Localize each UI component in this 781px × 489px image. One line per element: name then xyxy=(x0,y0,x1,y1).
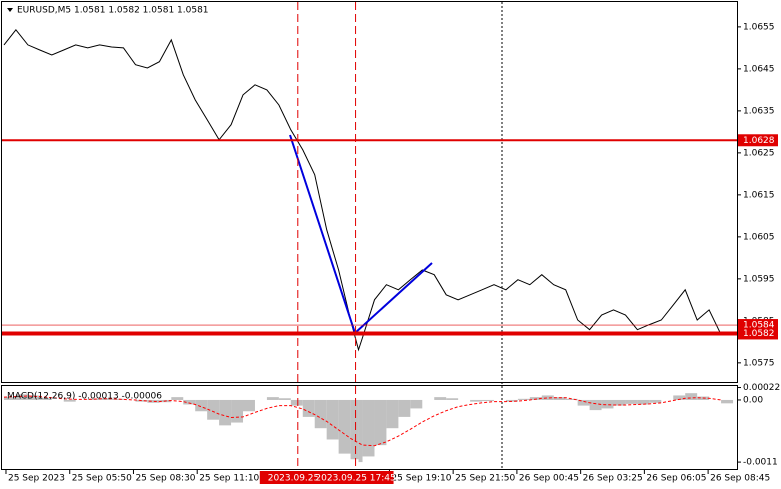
y-tick-label: -0.0011 xyxy=(743,458,778,468)
crosshair-label: 2023.09.25 17:45 xyxy=(315,474,395,484)
y-tick-label: 1.0615 xyxy=(743,190,775,200)
y-tick-label: 1.0635 xyxy=(743,106,775,116)
macd-bar xyxy=(350,399,359,460)
y-tick-label: 1.0575 xyxy=(743,358,775,368)
macd-title: MACD(12,26,9) -0.00013 -0.00006 xyxy=(7,392,162,402)
y-tick-label: 1.0595 xyxy=(743,274,775,284)
x-tick-label: 26 Sep 06:05 xyxy=(646,474,706,484)
macd-bar xyxy=(183,399,196,405)
main-panel xyxy=(1,1,738,383)
macd-bar xyxy=(446,398,459,400)
macd-bar xyxy=(601,399,614,409)
macd-bar xyxy=(278,398,291,400)
y-tick-label: 0.00 xyxy=(743,395,763,405)
x-tick-label: 25 Sep 05:50 xyxy=(72,474,132,484)
macd-bar xyxy=(505,399,518,402)
macd-bar xyxy=(625,399,638,404)
macd-bar xyxy=(358,399,363,463)
macd-bar xyxy=(231,399,244,423)
macd-bar xyxy=(673,395,686,400)
x-tick-label: 25 Sep 11:10 xyxy=(199,474,259,484)
x-tick-label: 26 Sep 00:45 xyxy=(519,474,579,484)
macd-bar xyxy=(326,399,339,440)
macd-bar xyxy=(195,399,208,412)
macd-bar xyxy=(266,397,279,400)
y-tick-label: 1.0655 xyxy=(743,22,775,32)
macd-bar xyxy=(649,399,662,403)
macd-bar xyxy=(374,399,387,446)
macd-bar xyxy=(482,399,494,402)
signal-line xyxy=(3,395,722,447)
plot xyxy=(3,28,734,463)
y-tick-label: 0.00022 xyxy=(743,383,780,393)
trend-line xyxy=(354,262,433,334)
macd-bar xyxy=(243,399,255,412)
macd-bar xyxy=(39,398,52,400)
macd-bar xyxy=(386,399,399,429)
macd-bar xyxy=(410,399,423,409)
macd-bar xyxy=(338,399,351,454)
macd-bar xyxy=(302,399,315,417)
macd-bar xyxy=(685,393,698,400)
y-tick-label: 1.0605 xyxy=(743,232,775,242)
level-label-box xyxy=(738,134,778,147)
crosshair-label: 2023.09.25 1 xyxy=(268,474,328,484)
crosshair-label-box xyxy=(317,471,394,484)
level-label-box xyxy=(738,327,778,340)
trend-line xyxy=(289,134,356,334)
macd-bar xyxy=(63,399,76,402)
price-line xyxy=(3,28,722,352)
macd-bar xyxy=(15,394,28,400)
macd-bar xyxy=(27,395,40,400)
macd-bar xyxy=(589,399,602,411)
macd-bar xyxy=(434,397,447,400)
macd-bar xyxy=(470,399,483,402)
macd-bar xyxy=(111,398,124,400)
level-label: 1.0628 xyxy=(743,136,775,146)
macd-bar xyxy=(517,398,530,400)
macd-bar xyxy=(721,399,734,404)
y-tick-label: 1.0625 xyxy=(743,148,775,158)
level-label: 1.0582 xyxy=(743,329,775,339)
y-tick-label: 1.0645 xyxy=(743,64,775,74)
macd-bar xyxy=(314,399,327,429)
level-label: 1.0584 xyxy=(743,321,775,331)
x-tick-label: 25 Sep 08:30 xyxy=(135,474,195,484)
macd-bar xyxy=(613,399,626,406)
macd-panel xyxy=(1,385,738,470)
macd-bar xyxy=(219,399,232,426)
macd-bar xyxy=(529,397,542,400)
macd-bar xyxy=(171,397,184,400)
macd-bar xyxy=(207,399,220,420)
macd-bar xyxy=(3,397,16,400)
menu-arrow[interactable] xyxy=(7,8,13,12)
x-tick-label: 25 Sep 19:10 xyxy=(391,474,451,484)
x-tick-label: 26 Sep 03:25 xyxy=(583,474,643,484)
macd-bar xyxy=(398,399,411,417)
macd-bar xyxy=(565,398,578,400)
x-tick-label: 25 Sep 21:50 xyxy=(455,474,515,484)
x-tick-label: 26 Sep 08:45 xyxy=(710,474,770,484)
x-tick-label: 25 Sep 2023 xyxy=(8,474,65,484)
macd-bar xyxy=(87,398,100,400)
macd-bar xyxy=(637,399,650,405)
macd-bar xyxy=(362,399,375,457)
macd-bar xyxy=(553,397,566,400)
crosshair-label-box xyxy=(259,471,336,484)
macd-bar xyxy=(577,399,590,406)
chart-title: EURUSD,M5 1.0581 1.0582 1.0581 1.0581 xyxy=(17,6,209,16)
macd-bar xyxy=(147,399,160,403)
macd-bar xyxy=(541,395,554,400)
macd-bar xyxy=(290,399,303,406)
